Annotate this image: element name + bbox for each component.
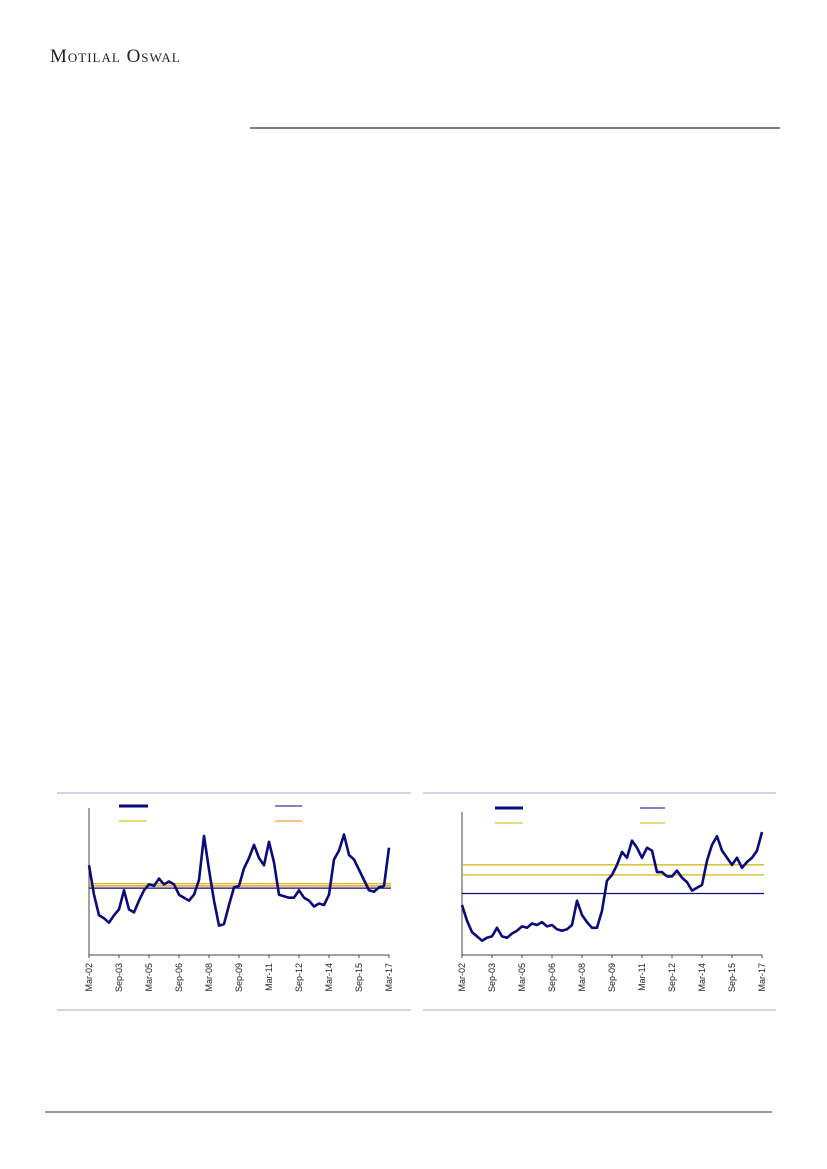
x-tick-label: Mar-14 — [697, 963, 707, 992]
x-tick-label: Mar-11 — [264, 963, 274, 991]
x-tick-label: Mar-17 — [384, 963, 394, 992]
x-tick-label: Sep-12 — [667, 963, 677, 992]
x-tick-label: Mar-17 — [757, 963, 767, 992]
x-tick-label: Sep-03 — [487, 963, 497, 992]
x-tick-label: Sep-06 — [547, 963, 557, 992]
series-line — [460, 831, 764, 942]
x-tick-label: Sep-12 — [294, 963, 304, 992]
x-tick-label: Sep-15 — [354, 963, 364, 992]
x-tick-label: Mar-02 — [457, 963, 467, 992]
brand: Motilal Oswal — [50, 46, 181, 67]
x-tick-label: Sep-09 — [607, 963, 617, 992]
x-tick-label: Mar-08 — [204, 963, 214, 992]
x-tick-label: Mar-14 — [324, 963, 334, 992]
x-tick-label: Sep-03 — [114, 963, 124, 992]
x-tick-label: Sep-15 — [727, 963, 737, 992]
series-line — [87, 833, 391, 927]
x-tick-label: Mar-05 — [144, 963, 154, 992]
x-tick-label: Mar-02 — [84, 963, 94, 992]
x-tick-label: Sep-09 — [234, 963, 244, 992]
x-tick-label: Mar-11 — [637, 963, 647, 991]
x-tick-label: Mar-08 — [577, 963, 587, 992]
x-tick-label: Mar-05 — [517, 963, 527, 992]
x-tick-label: Sep-06 — [174, 963, 184, 992]
